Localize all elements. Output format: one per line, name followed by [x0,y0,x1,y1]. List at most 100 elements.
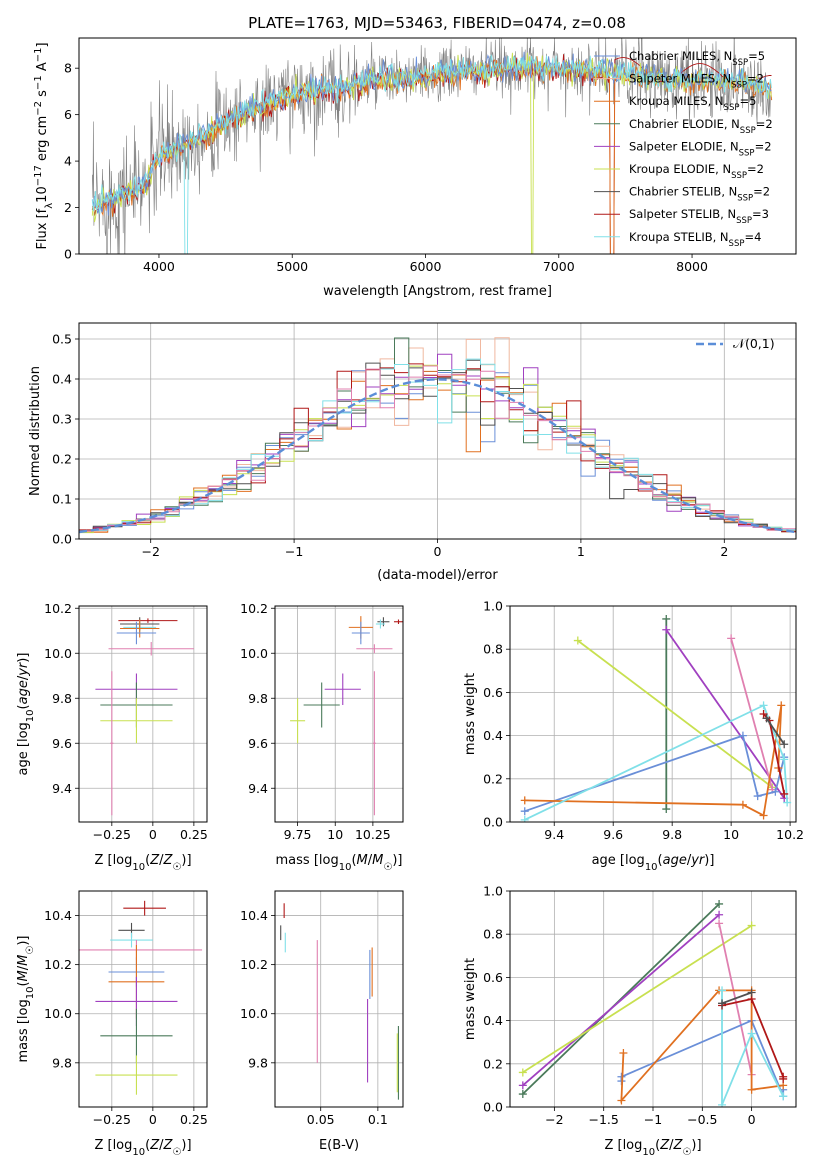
legend-label: Salpeter ELODIE, NSSP=2 [629,139,772,158]
y-tick-label: 0.0 [52,532,72,547]
weight-point-marker [780,755,789,764]
weight-point-marker [518,1090,527,1099]
x-tick-label: 0.1 [368,1112,388,1127]
residual-histogram-chart: −2 −1 0 1 2 0.0 0.1 0.2 0.3 0.4 0.5 𝒩(0,1) (data-mod… [28,322,797,583]
plot-area [518,899,788,1107]
legend-label-part: =2 [747,162,764,176]
axis-label-part: )] [392,853,402,868]
legend-label-part: Salpeter STELIB, N [629,207,736,221]
axis-label-part: 10 [132,862,145,873]
legend-label: 𝒩(0,1) [733,336,775,351]
weight-point-marker [520,796,529,805]
legend-label: Salpeter MILES, NSSP=2 [629,72,764,91]
axis-label-part: ( [145,853,150,868]
legend-label: Kroupa MILES, NSSP=5 [629,94,756,113]
axes-frame [78,605,208,823]
plot-area [280,903,399,1100]
y-tick-label: 6 [64,107,72,122]
x-tick-label: 10.2 [776,827,804,842]
axis-label: Z [log10(Z/Z☉)] [94,853,191,873]
legend-label-part: =2 [747,72,764,86]
legend-label-part: SSP [736,216,752,226]
x-tick-label: −2 [545,1112,563,1127]
axis-label-part: −2 [33,101,44,116]
weight-series-line [577,639,773,789]
x-tick-label: 10.25 [355,827,391,842]
weight-series-line [522,914,720,1087]
y-tick-label: 10.2 [44,957,72,972]
x-tick-label: −1 [644,1112,662,1127]
histogram-series [79,358,796,532]
axis-label-part: 10 [339,862,352,873]
axis-label-part: ☉ [172,862,181,873]
axis-label-part: Z [659,1138,670,1153]
axis-label-part: yr [16,661,31,677]
weight-point-marker [747,988,756,997]
axis-label-part: )] [16,936,31,946]
axis-label: mass [log10(M/M☉)] [16,936,36,1063]
x-tick-label: 1 [577,544,585,559]
axis-label-part: ☉ [25,946,36,955]
weight-point-marker [747,1029,756,1038]
legend-label-part: =2 [755,139,772,153]
weight-point-marker [715,899,724,908]
y-tick-label: 0.0 [483,815,503,830]
axis-label-part: M [357,853,368,868]
legend-label-part: =2 [756,117,773,131]
axis-label-part: Flux [f [35,208,50,249]
x-tick-label: 9.8 [662,827,682,842]
legend-label-part: Chabrier STELIB, N [629,185,737,199]
axis-label-part: ☉ [682,1147,691,1158]
legend-label-part: SSP [737,194,753,204]
axis-label-part: 10 [642,1147,655,1158]
y-tick-label: 0.8 [483,927,503,942]
weight-point-marker [753,792,762,801]
x-tick-label: −0.25 [93,827,131,842]
weight-series-line [730,638,774,790]
x-tick-label: −2 [141,544,159,559]
axis-label-part: λ [44,203,55,209]
axis-label-part: ( [351,853,356,868]
weight-point-marker [662,625,671,634]
axis-label-part: Z [163,1138,174,1153]
y-tick-label: 9.6 [52,736,72,751]
axis-label-part: 10 [645,862,658,873]
y-tick-label: 9.8 [52,691,72,706]
weight-point-marker [718,986,727,995]
x-tick-label: 9.4 [544,827,564,842]
axis-label-part: ( [145,1138,150,1153]
legend-label-part: SSP [729,239,745,249]
y-tick-label: 9.8 [248,1055,268,1070]
axis-label-part: age [663,853,687,868]
x-tick-label: 8000 [676,259,708,274]
axis-label-part: / [16,965,31,970]
x-tick-label: −0.25 [93,1112,131,1127]
axis-label: mass [log10(M/M☉)] [276,853,403,873]
axes-frame [78,322,797,540]
weight-point-marker [780,789,789,798]
axis-label-part: mass [log [276,853,339,868]
weight-point-marker [520,815,529,822]
spectrum-chart: 4000 5000 6000 7000 8000 0 2 4 6 8 wavelength [Ang… [33,37,797,299]
axis-label: Flux [fλ10−17 erg cm−2 s−1 A−1] [33,42,55,249]
x-tick-label: −1.5 [589,1112,619,1127]
x-tick-label: 2 [720,544,728,559]
axis-label-part: / [159,853,164,868]
y-tick-label: 9.4 [248,781,268,796]
weight-point-marker [779,1092,788,1101]
weight-point-marker [573,636,582,645]
y-tick-label: 0.4 [483,1013,503,1028]
weight-point-marker [759,710,768,718]
figure-title: PLATE=1763, MJD=53463, FIBERID=0474, z=0… [248,14,626,32]
weight-point-marker [520,807,529,816]
axes-frame [274,890,404,1108]
axis-label-part: Z [673,1138,684,1153]
axis-label-part: erg cm [35,116,50,165]
y-tick-label: 0.0 [483,1100,503,1115]
axis-label-part: ( [16,981,31,986]
weight-point-marker [518,1068,527,1077]
weight-point-marker [779,1074,788,1083]
legend-label-part: =3 [752,207,769,221]
weight-point-marker [759,811,768,820]
age-weight-chart: 9.4 9.6 9.8 10 10.2 0.0 0.2 0.4 0.6 0.8 1.0 age [lo… [463,599,804,873]
